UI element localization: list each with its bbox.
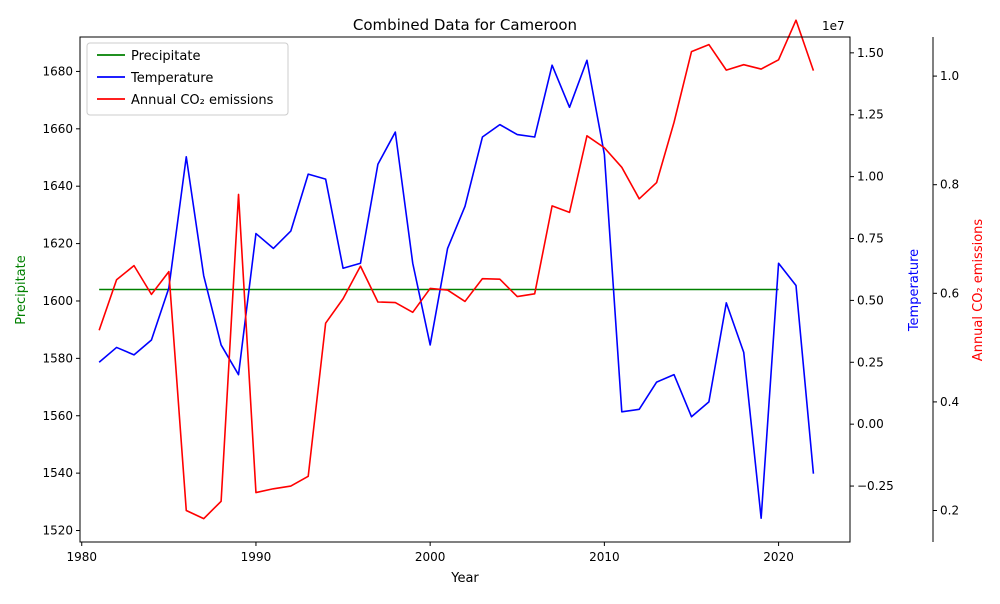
co2-tick-label: 1.0 — [940, 69, 959, 83]
co2-tick-label: 0.4 — [940, 395, 959, 409]
precip-tick-label: 1620 — [42, 237, 73, 251]
x-tick-label: 2000 — [415, 550, 446, 564]
precip-tick-label: 1540 — [42, 466, 73, 480]
temp-tick-label: 0.50 — [857, 293, 884, 307]
legend-box — [86, 42, 289, 116]
co2-axis-label: Annual CO₂ emissions — [971, 219, 986, 362]
temp-tick-label: 1.50 — [857, 46, 884, 60]
x-tick-label: 1980 — [66, 550, 97, 564]
legend-label-temperature: Temperature — [130, 71, 213, 86]
precip-tick-label: 1520 — [42, 524, 73, 538]
x-tick-label: 2020 — [763, 550, 794, 564]
temp-tick-label: 1.25 — [857, 108, 884, 122]
temperature-axis-label: Temperature — [907, 249, 922, 332]
series-line-co2 — [98, 19, 815, 520]
left-axis-label: Precipitate — [14, 255, 29, 324]
series-layer — [98, 19, 815, 520]
precip-tick-label: 1680 — [42, 64, 73, 78]
temp-tick-label: 0.75 — [857, 232, 884, 246]
temp-tick-label: 1.00 — [857, 170, 884, 184]
temp-tick-label: 0.25 — [857, 355, 884, 369]
temp-tick-label: 0.00 — [857, 417, 884, 431]
x-axis-label: Year — [450, 571, 479, 586]
x-tick-label: 1990 — [241, 550, 272, 564]
axes-layer: 1980 1990 2000 2010 2020 1520 1540 1560 1580 1600… — [42, 37, 959, 564]
co2-tick-label: 0.2 — [940, 504, 959, 518]
precip-tick-label: 1580 — [42, 351, 73, 365]
precip-tick-label: 1560 — [42, 409, 73, 423]
temperature-offset-label: 1e7 — [822, 19, 845, 33]
legend-label-co2: Annual CO₂ emissions — [131, 93, 274, 108]
x-tick-label: 2010 — [589, 550, 620, 564]
temp-tick-label: −0.25 — [857, 479, 894, 493]
precip-tick-label: 1600 — [42, 294, 73, 308]
legend: Precipitate Temperature Annual CO₂ emiss… — [86, 42, 289, 116]
series-line-temp — [98, 59, 815, 520]
precip-tick-label: 1660 — [42, 122, 73, 136]
co2-tick-label: 0.8 — [940, 178, 959, 192]
co2-tick-label: 0.6 — [940, 286, 959, 300]
chart-title: Combined Data for Cameroon — [353, 16, 577, 34]
legend-label-precipitate: Precipitate — [131, 49, 200, 64]
plot-frame — [79, 36, 851, 543]
precip-tick-label: 1640 — [42, 179, 73, 193]
